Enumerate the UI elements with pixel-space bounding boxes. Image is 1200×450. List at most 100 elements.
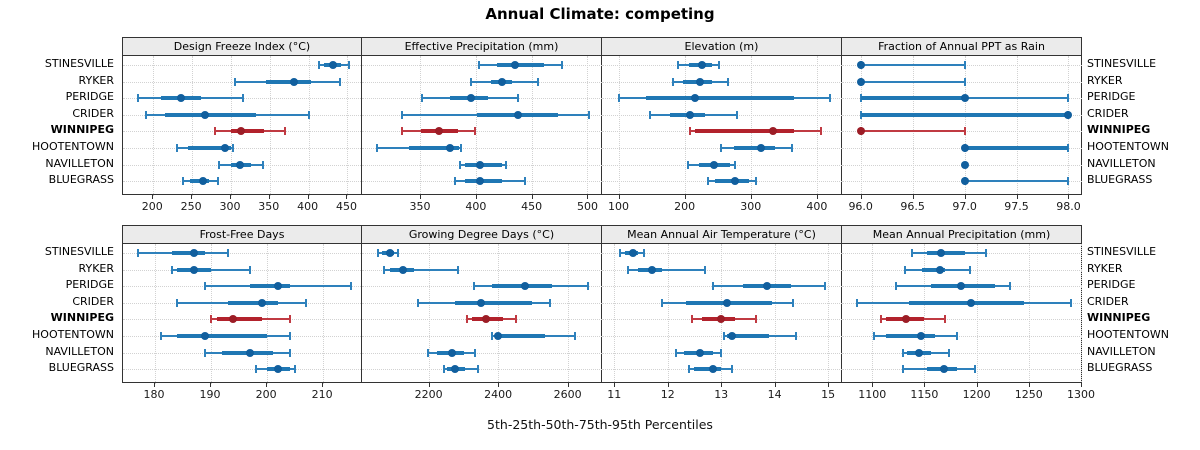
whisker-cap-high — [754, 315, 757, 324]
gridline-h — [362, 269, 602, 271]
x-tick-label: 1300 — [1066, 388, 1095, 401]
x-tick — [1080, 383, 1082, 387]
whisker-cap-low — [674, 348, 677, 357]
median-dot — [856, 127, 865, 136]
whisker-cap-low — [317, 61, 320, 69]
row-label-left: BLUEGRASS — [48, 361, 114, 375]
median-dot — [200, 110, 209, 119]
gridline-h — [362, 253, 602, 254]
whisker-cap-high — [963, 127, 966, 136]
gridline-v — [1080, 244, 1082, 384]
whisker-cap-high — [288, 348, 291, 357]
whisker-cap-low — [459, 160, 462, 169]
x-tick — [210, 383, 212, 387]
row-label-left: NAVILLETON — [45, 344, 114, 358]
interval-box — [494, 334, 546, 338]
x-tick-label: 98.0 — [1056, 200, 1081, 213]
median-dot — [937, 249, 946, 257]
median-dot — [235, 160, 244, 169]
gridline-v — [828, 244, 830, 384]
row-label-right: RYKER — [1087, 73, 1123, 87]
whisker-cap-high — [216, 177, 219, 186]
x-tick — [307, 195, 309, 199]
whisker-cap-low — [214, 127, 217, 136]
whisker-cap-high — [642, 249, 645, 257]
gridline-h — [362, 131, 602, 133]
whisker-cap-high — [944, 315, 947, 324]
interval-box — [408, 146, 460, 150]
row-label-left: CRIDER — [72, 106, 114, 120]
whisker-cap-high — [587, 110, 590, 119]
gridline-v — [618, 56, 620, 196]
median-dot — [856, 61, 865, 69]
x-tick — [346, 195, 348, 199]
median-dot — [722, 298, 731, 307]
interval-whisker — [964, 180, 1069, 183]
gridline-v — [667, 244, 669, 384]
median-dot — [762, 282, 771, 291]
interval-box — [177, 334, 268, 338]
x-tick-label: 96.5 — [900, 200, 925, 213]
median-dot — [476, 160, 485, 169]
gridline-h — [362, 148, 602, 149]
whisker-cap-low — [145, 110, 148, 119]
x-tick — [475, 195, 477, 199]
row-label-left: RYKER — [78, 73, 114, 87]
whisker-cap-high — [261, 160, 264, 169]
panel-strip: Elevation (m) — [602, 37, 842, 55]
whisker-cap-high — [460, 144, 463, 152]
row-label-right: PERIDGE — [1087, 278, 1136, 292]
x-tick-label: 200 — [141, 200, 163, 213]
median-dot — [177, 94, 186, 103]
median-dot — [476, 177, 485, 186]
median-dot — [229, 315, 238, 324]
x-tick-label: 400 — [297, 200, 319, 213]
whisker-cap-high — [350, 282, 353, 291]
plot-area — [602, 243, 842, 384]
gridline-h — [842, 336, 1082, 337]
whisker-cap-low — [218, 160, 221, 169]
gridline-v — [230, 56, 232, 196]
x-tick — [976, 383, 978, 387]
interval-box — [926, 251, 966, 255]
median-dot — [447, 348, 456, 357]
median-dot — [386, 249, 395, 257]
x-tick — [618, 195, 620, 199]
x-tick-label: 97.5 — [1004, 200, 1029, 213]
x-tick — [420, 195, 422, 199]
x-tick-label: 1200 — [962, 388, 991, 401]
whisker-cap-low — [401, 110, 404, 119]
median-dot — [497, 77, 506, 86]
gridline-h — [362, 369, 602, 371]
interval-whisker — [627, 268, 706, 271]
x-tick — [1068, 195, 1070, 199]
panel-strip: Effective Precipitation (mm) — [362, 37, 602, 55]
whisker-cap-high — [474, 348, 477, 357]
whisker-cap-low — [170, 265, 173, 274]
median-dot — [274, 282, 283, 291]
x-tick-label: 2400 — [484, 388, 513, 401]
whisker-cap-high — [824, 282, 827, 291]
gridline-v — [211, 244, 213, 384]
gridline-v — [1016, 56, 1018, 196]
gridline-h — [602, 269, 842, 271]
whisker-cap-low — [895, 282, 898, 291]
whisker-cap-high — [1067, 94, 1070, 103]
interval-box — [726, 334, 770, 338]
x-tick-label: 2200 — [414, 388, 443, 401]
median-dot — [494, 332, 503, 340]
interval-whisker — [860, 80, 965, 83]
gridline-v — [1068, 56, 1070, 196]
whisker-cap-high — [720, 348, 723, 357]
median-dot — [940, 365, 949, 374]
gridline-v — [774, 244, 776, 384]
interval-box — [250, 284, 290, 289]
median-dot — [709, 160, 718, 169]
strip-title: Effective Precipitation (mm) — [404, 40, 559, 53]
whisker-cap-high — [283, 127, 286, 136]
x-tick — [587, 195, 589, 199]
gridline-v — [498, 244, 500, 384]
whisker-cap-high — [348, 61, 351, 69]
x-tick-label: 200 — [674, 200, 696, 213]
median-dot — [690, 94, 699, 103]
